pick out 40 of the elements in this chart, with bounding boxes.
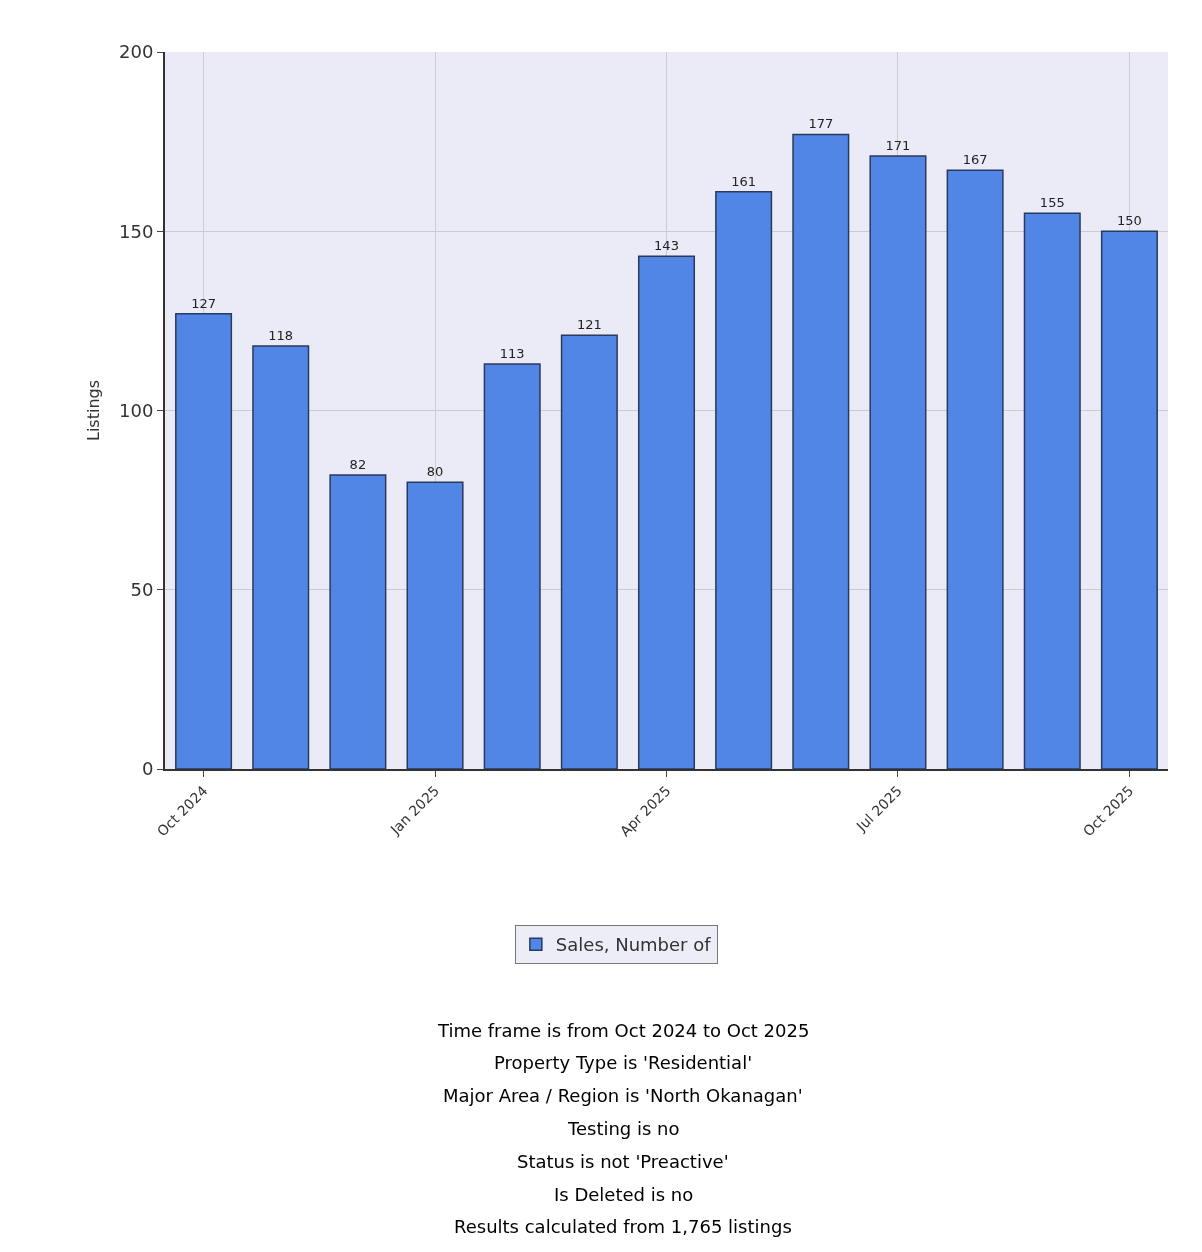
data-label: 155 [1039,195,1065,211]
bar [406,481,464,769]
bar [637,255,696,769]
data-label: 171 [885,137,911,153]
bar [329,474,387,769]
text: Major Area / Region is 'North Okanagan' [443,1085,803,1106]
text: Testing is no [567,1118,680,1139]
data-label: 177 [808,116,834,132]
text: Results calculated from 1,765 listings [454,1216,792,1237]
y-tick-label: 200 [119,41,154,63]
text: Property Type is 'Residential' [494,1052,753,1073]
data-label: 113 [499,345,525,361]
bar [560,334,618,769]
data-label: 143 [654,238,679,254]
bar [1100,230,1158,769]
bar [1023,212,1081,769]
bar [175,312,233,769]
y-tick-label: 100 [119,399,154,421]
bar [715,191,773,769]
data-label: 80 [426,464,444,480]
data-label: 121 [576,317,602,333]
text: Status is not 'Preactive' [517,1151,729,1172]
text: Time frame is from Oct 2024 to Oct 2025 [437,1020,810,1041]
text: Is Deleted is no [554,1184,694,1205]
data-label: 150 [1117,213,1142,229]
y-tick-label: 0 [141,758,154,780]
y-tick-label: 150 [119,220,154,242]
data-label: 127 [191,295,216,311]
bar [792,133,850,769]
y-tick-label: 50 [130,579,154,601]
bar [869,155,927,769]
bar [483,363,541,769]
data-label: 167 [962,152,988,168]
bar [252,345,310,769]
y-axis-title: Listings [84,379,104,442]
data-label: 161 [731,173,757,189]
data-label: 82 [349,457,367,473]
legend-label: Sales, Number of [555,934,712,956]
data-label: 118 [268,327,294,343]
bar [946,169,1004,769]
